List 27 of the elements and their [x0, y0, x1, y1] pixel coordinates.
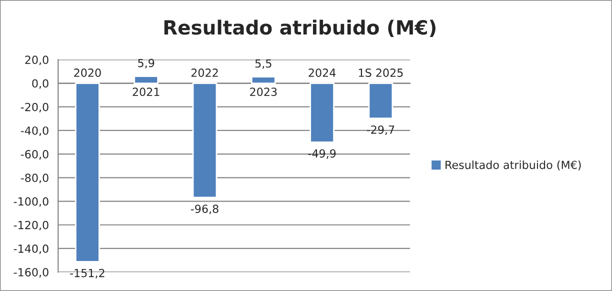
chart-title: Resultado atribuido (M€)	[164, 20, 436, 38]
bar	[310, 82, 334, 143]
bar	[75, 82, 100, 262]
x-tick-label: 2021	[132, 88, 160, 96]
y-tick-label: -140,0	[14, 244, 48, 254]
bar	[250, 76, 276, 84]
y-tick-label: -160,0	[14, 268, 48, 278]
text: -96,8	[190, 204, 218, 214]
x-tick-label: 2024	[308, 68, 336, 77]
y-tick-label: -100,0	[14, 197, 48, 207]
y-tick-label: -60,0	[20, 150, 48, 160]
x-tick-label: 2023	[250, 88, 277, 96]
y-tick-label: -20,0	[20, 102, 48, 112]
bar	[192, 82, 218, 198]
text: 5,5	[255, 59, 272, 69]
y-tick-label: -40,0	[20, 126, 48, 136]
legend-label: Resultado atribuido (M€)	[446, 160, 581, 170]
text: 5,9	[138, 58, 154, 68]
x-tick-label: 2020	[74, 68, 101, 77]
y-tick-label: 20,0	[25, 56, 48, 66]
y-tick-label: -80,0	[20, 174, 48, 184]
x-tick-label: 1S 2025	[358, 68, 403, 77]
y-tick-label: 0,0	[32, 79, 48, 89]
bar	[368, 82, 394, 120]
bar	[134, 76, 159, 84]
x-tick-label: 2022	[191, 68, 218, 77]
y-tick-label: -120,0	[14, 220, 48, 230]
